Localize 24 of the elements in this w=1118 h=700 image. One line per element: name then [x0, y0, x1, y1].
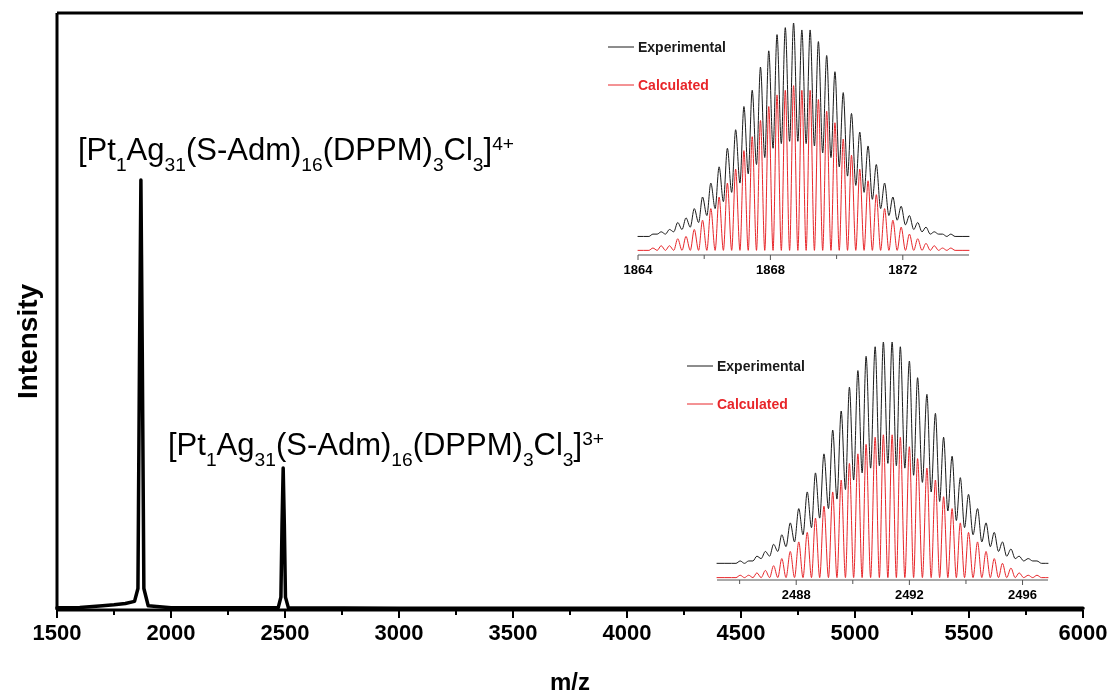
x-tick-label: 6000: [1058, 620, 1108, 645]
x-tick-label: 5500: [944, 620, 994, 645]
text: [Pt$_{1}$Ag$_{31}$(S-Adm)$_{16}$(DPPM)$_{3}$Cl$_{3}$]$^{4+}$: [78, 132, 515, 175]
x-tick-label: 1872: [888, 262, 918, 277]
legend-label: Calculated: [717, 396, 788, 412]
x-tick-label: 2000: [146, 620, 196, 645]
x-tick-label: 2488: [781, 587, 811, 602]
x-tick-label: 2492: [894, 587, 924, 602]
x-tick-label: 1864: [623, 262, 654, 277]
x-axis-title: m/z: [549, 668, 591, 695]
x-tick-label: 2500: [260, 620, 310, 645]
x-tick-label: 3500: [488, 620, 538, 645]
y-axis-title: Intensity: [12, 283, 43, 400]
legend-label: Experimental: [717, 358, 805, 374]
x-tick-label: 5000: [830, 620, 880, 645]
x-tick-label: 4500: [716, 620, 766, 645]
x-tick-label: 1868: [755, 262, 785, 277]
x-tick-label: 4000: [602, 620, 652, 645]
x-tick-label: 3000: [374, 620, 424, 645]
legend-label: Calculated: [638, 77, 709, 93]
x-tick-label: 1500: [32, 620, 82, 645]
text: [Pt$_{1}$Ag$_{31}$(S-Adm)$_{16}$(DPPM)$_{3}$Cl$_{3}$]$^{3+}$: [168, 427, 605, 470]
x-tick-label: 2496: [1008, 587, 1037, 602]
legend-label: Experimental: [638, 39, 726, 55]
